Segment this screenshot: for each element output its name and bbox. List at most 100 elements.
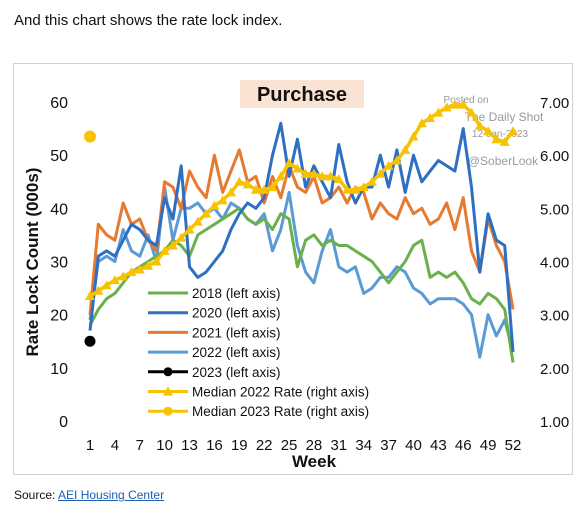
legend-label-s2021: 2021 (left axis) (192, 325, 281, 340)
y-tick-label-right: 1.00 (540, 414, 569, 431)
rate2022-marker (308, 168, 319, 178)
watermark-handle: @SoberLook (468, 154, 539, 168)
x-tick-label: 40 (405, 437, 422, 454)
rate2022-marker (101, 280, 112, 290)
rate2022-marker (151, 256, 162, 266)
rate2022-marker (358, 182, 369, 192)
rate2022-marker (234, 176, 245, 186)
x-tick-label: 25 (281, 437, 298, 454)
x-tick-label: 16 (206, 437, 223, 454)
rate2022-marker (85, 291, 95, 301)
rate2022-marker (408, 131, 419, 141)
rate2022-marker (134, 264, 145, 274)
x-tick-label: 1 (86, 437, 94, 454)
rate2022-marker (499, 136, 510, 146)
chart-frame (13, 63, 573, 475)
rate2022-marker (416, 118, 427, 128)
rate2022-marker (400, 144, 411, 154)
series-line-s2018 (88, 206, 515, 363)
x-tick-label: 4 (111, 437, 119, 454)
rate2022-marker (342, 184, 353, 194)
chart-title-background (240, 80, 364, 108)
y-tick-label-right: 2.00 (540, 361, 569, 378)
rate2022-marker (284, 158, 295, 168)
rate2022-marker (433, 107, 444, 117)
rate2022-marker (300, 168, 311, 178)
rate2022-marker (242, 179, 253, 189)
rate2022-marker (109, 275, 120, 285)
series-line-s2021 (88, 148, 515, 315)
legend-label-rate2023: Median 2023 Rate (right axis) (192, 404, 369, 419)
y-tick-label-right: 4.00 (540, 255, 569, 272)
series-point-rate2023 (84, 130, 96, 143)
rate2022-marker (333, 174, 344, 184)
rate2022-marker (184, 224, 195, 234)
source-link[interactable]: AEI Housing Center (58, 488, 165, 502)
x-tick-label: 13 (181, 437, 198, 454)
rate2022-marker (383, 160, 394, 170)
rate2022-marker (192, 216, 203, 226)
legend-label-s2018: 2018 (left axis) (192, 286, 281, 301)
y-tick-label-right: 3.00 (540, 308, 569, 325)
y-tick-label-right: 5.00 (540, 201, 569, 218)
rate2022-marker (118, 271, 129, 281)
rate2022-marker (466, 107, 477, 117)
y-tick-label-left: 20 (50, 308, 68, 325)
source-line: Source: AEI Housing Center (14, 488, 164, 502)
rate2022-marker (209, 200, 220, 210)
series-point-2023 (84, 335, 96, 347)
y-tick-label-right: 6.00 (540, 148, 569, 165)
rate2022-marker (483, 126, 494, 136)
series-line-rate2022 (89, 102, 515, 298)
rate2022-marker (317, 171, 328, 181)
rate2022-marker (458, 99, 469, 109)
legend-marker-rate2022 (163, 386, 173, 396)
rate2022-marker (201, 208, 212, 218)
x-tick-label: 19 (231, 437, 248, 454)
rate2022-marker (391, 155, 402, 165)
rate2022-marker (275, 171, 286, 181)
legend-label-s2023: 2023 (left axis) (192, 365, 281, 380)
y-axis-label: Rate Lock Count (000s) (23, 168, 42, 357)
y-tick-label-left: 30 (50, 255, 68, 272)
legend-marker-rate2023 (163, 406, 173, 416)
y-tick-label-right: 7.00 (540, 95, 569, 112)
x-tick-label: 37 (380, 437, 397, 454)
rate2022-marker (474, 120, 485, 130)
legend-marker-s2023 (163, 367, 173, 377)
rate2022-marker (425, 112, 436, 122)
rate2022-marker (217, 195, 228, 205)
intro-text: And this chart shows the rate lock index… (14, 12, 283, 29)
rate2022-marker (250, 184, 261, 194)
watermark-line-2: The Daily Shot (465, 110, 544, 124)
rate2022-marker (350, 184, 361, 194)
series-line-s2020 (88, 121, 515, 353)
x-axis-label: Week (292, 452, 337, 471)
rate2022-marker (375, 168, 386, 178)
rate2022-marker (167, 240, 178, 250)
rate2022-marker (292, 163, 303, 173)
legend-label-s2020: 2020 (left axis) (192, 306, 281, 321)
source-prefix: Source: (14, 488, 59, 502)
x-tick-label: 31 (330, 437, 347, 454)
y-tick-label-left: 0 (59, 414, 68, 431)
rate2022-marker (267, 182, 278, 192)
rate2022-marker (93, 285, 104, 295)
x-tick-label: 10 (156, 437, 173, 454)
rate2022-marker (259, 184, 270, 194)
rate2022-marker (143, 260, 154, 270)
rate2022-marker (508, 126, 518, 136)
watermark-line-3: 12-Jan-2023 (472, 129, 529, 140)
chart-title: Purchase (257, 84, 347, 106)
x-tick-label: 43 (430, 437, 447, 454)
y-tick-label-left: 10 (50, 361, 68, 378)
x-tick-label: 34 (355, 437, 372, 454)
rate2022-marker (367, 176, 377, 186)
x-tick-label: 28 (306, 437, 323, 454)
rate2022-marker (176, 232, 187, 242)
y-tick-label-left: 40 (50, 201, 68, 218)
y-tick-label-left: 50 (50, 148, 68, 165)
rate2022-marker (441, 102, 452, 112)
x-tick-label: 52 (505, 437, 522, 454)
x-tick-label: 46 (455, 437, 472, 454)
